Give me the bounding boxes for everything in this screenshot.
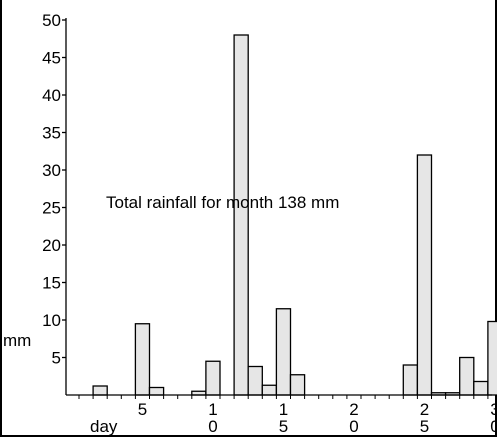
y-tick-label-45: 45 xyxy=(42,49,61,68)
bar-day-5 xyxy=(134,323,151,396)
x-tick-label-20-top: 2 xyxy=(349,400,358,419)
x-tick-label-10-bottom: 0 xyxy=(208,417,217,436)
bar-day-14 xyxy=(261,384,278,396)
y-tick-label-25: 25 xyxy=(42,199,61,218)
bar-day-13 xyxy=(247,365,263,396)
bar-day-24 xyxy=(402,364,419,396)
bar-day-6 xyxy=(148,386,165,396)
y-tick-label-20: 20 xyxy=(42,236,61,255)
x-tick-label-30-top: 3 xyxy=(490,400,497,419)
x-tick-label-15-top: 1 xyxy=(279,400,288,419)
x-tick-label-20-bottom: 0 xyxy=(349,417,358,436)
x-tick-label-10-top: 1 xyxy=(208,400,217,419)
bar-day-15 xyxy=(275,308,292,396)
y-tick-label-5: 5 xyxy=(52,349,61,368)
bar-day-10 xyxy=(205,360,221,396)
x-tick-label-25-bottom: 5 xyxy=(420,417,429,436)
y-axis-label: mm xyxy=(3,331,31,350)
bar-day-25 xyxy=(416,154,433,396)
bar-day-30 xyxy=(487,320,497,396)
y-tick-label-35: 35 xyxy=(42,124,61,143)
bar-day-2 xyxy=(92,385,108,396)
y-tick-label-10: 10 xyxy=(42,311,61,330)
x-tick-label-30-bottom: 0 xyxy=(490,417,497,436)
y-tick-label-40: 40 xyxy=(42,86,61,105)
y-tick-label-30: 30 xyxy=(42,161,61,180)
x-axis-label: day xyxy=(90,417,118,436)
y-tick-label-15: 15 xyxy=(42,274,61,293)
total-rainfall-annotation: Total rainfall for month 138 mm xyxy=(106,193,339,212)
bar-day-29 xyxy=(473,380,489,396)
x-tick-label-5-top: 5 xyxy=(138,400,147,419)
bar-day-28 xyxy=(459,356,475,396)
x-tick-label-15-bottom: 5 xyxy=(279,417,288,436)
x-tick-label-25-top: 2 xyxy=(420,400,429,419)
y-tick-label-50: 50 xyxy=(42,11,61,30)
bars-group xyxy=(92,34,497,396)
bar-day-12 xyxy=(233,34,249,396)
bar-day-16 xyxy=(289,374,306,396)
